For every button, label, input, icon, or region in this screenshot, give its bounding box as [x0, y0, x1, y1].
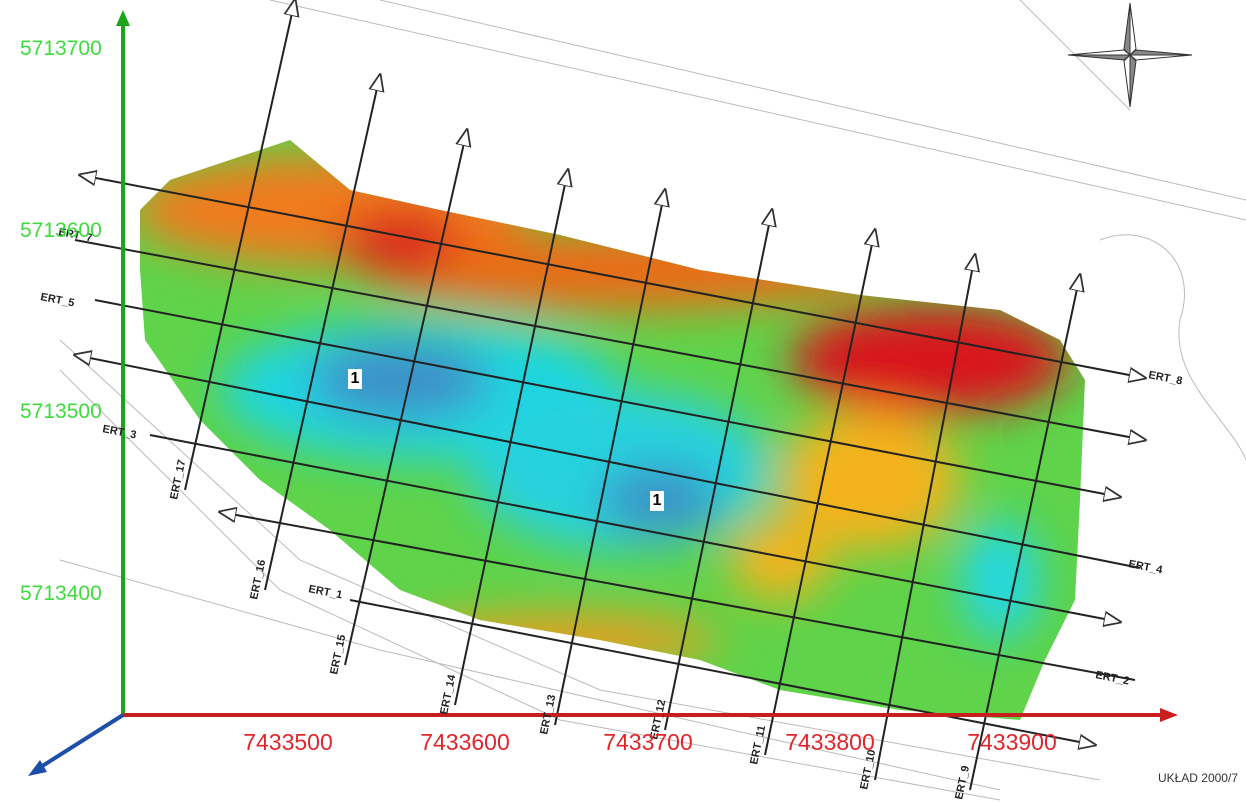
map-line: [269, 0, 1246, 221]
profile-label: ERT_17: [168, 459, 188, 501]
profile-label: ERT_5: [39, 291, 75, 309]
zone-label-box: [348, 369, 362, 389]
x-axis-label: 7433700: [603, 729, 693, 755]
footer: UKŁAD 2000/7: [1158, 771, 1238, 785]
axes: [28, 10, 1178, 776]
map-line: [59, 369, 1001, 801]
z-axis: [34, 713, 125, 772]
x-axis-label: 7433800: [785, 729, 875, 755]
profile-line: [349, 599, 1095, 745]
map-line: [379, 0, 1246, 201]
labels: ERT_8ERT_7ERT_5ERT_4ERT_3ERT_2ERT_1ERT_1…: [20, 37, 1183, 801]
heat-blob: [960, 520, 1040, 640]
profile-label: ERT_9: [953, 765, 972, 801]
heat-blob: [780, 410, 960, 550]
z-arrow: [28, 760, 47, 776]
profile-line: [184, 0, 295, 491]
x-axis-label: 7433500: [243, 729, 333, 755]
profile-line: [664, 210, 772, 731]
profile-line: [74, 239, 1145, 440]
profile-line: [344, 130, 467, 666]
profile-label: ERT_16: [248, 559, 268, 601]
map-line: [59, 339, 1101, 781]
profile-label: ERT_14: [438, 673, 458, 716]
profile-line: [554, 190, 665, 726]
y-arrow: [116, 10, 130, 26]
profile-label: ERT_3: [101, 423, 137, 441]
x-axis-label: 7433900: [967, 729, 1057, 755]
profile-label: ERT_1: [307, 583, 343, 601]
y-axis-label: 5713400: [20, 582, 102, 605]
profiles: [74, 0, 1145, 791]
profile-line: [454, 170, 568, 706]
x-arrow: [1160, 708, 1178, 722]
profile-line: [264, 75, 380, 591]
zone-label-box: [650, 491, 664, 511]
zone-label: 1: [351, 370, 360, 387]
zone-label: 1: [653, 492, 662, 509]
profile-label: ERT_2: [1094, 669, 1130, 687]
map-line: [59, 559, 1001, 791]
profile-label: ERT_8: [1147, 369, 1183, 387]
y-axis-label: 5713600: [20, 219, 102, 242]
heat-blob: [730, 520, 830, 600]
profile-line: [149, 434, 1120, 622]
profile-line: [969, 275, 1080, 791]
x-axis-label: 7433600: [420, 729, 510, 755]
profile-line: [874, 255, 975, 781]
y-axis-label: 5713700: [20, 37, 102, 60]
profile-label: ERT_11: [748, 724, 768, 765]
compass: [1067, 2, 1193, 108]
y-axis-label: 5713500: [20, 400, 102, 423]
heat-blob: [790, 305, 1070, 415]
compass-shade: [1067, 2, 1193, 108]
profile-line: [80, 175, 1145, 378]
profile-line: [764, 230, 875, 756]
map-line: [1099, 234, 1246, 461]
profile-line: [75, 355, 1141, 569]
profile-line: [94, 299, 1120, 497]
profile-label: ERT_4: [1127, 558, 1164, 576]
profile-label: ERT_15: [328, 634, 348, 676]
